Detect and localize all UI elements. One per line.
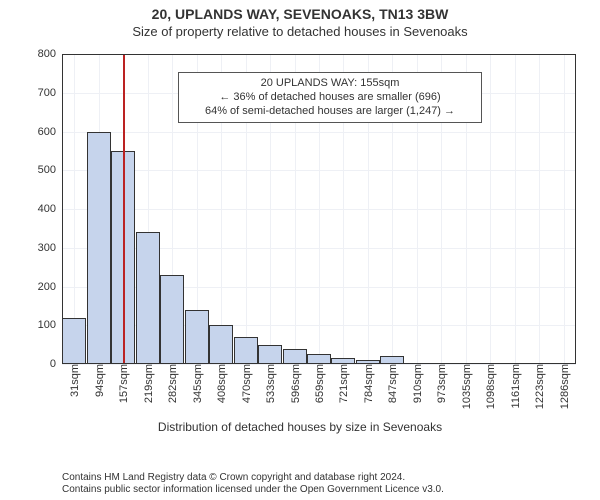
- x-tick-label: 1161sqm: [508, 364, 522, 408]
- y-tick-label: 300: [38, 242, 62, 254]
- annotation-line-1: 20 UPLANDS WAY: 155sqm: [187, 77, 473, 91]
- histogram-bar: [234, 337, 258, 364]
- attribution-text: Contains HM Land Registry data © Crown c…: [62, 472, 590, 496]
- x-tick-label: 973sqm: [434, 364, 448, 403]
- x-tick-label: 1286sqm: [557, 364, 571, 409]
- x-tick-label: 847sqm: [385, 364, 399, 403]
- x-tick-label: 1223sqm: [532, 364, 546, 409]
- y-tick-label: 500: [38, 164, 62, 176]
- x-tick-label: 1035sqm: [459, 364, 473, 409]
- histogram-bar: [258, 345, 282, 364]
- x-tick-label: 1098sqm: [483, 364, 497, 409]
- histogram-bar: [380, 356, 404, 364]
- gridline-v: [564, 54, 565, 364]
- y-tick-label: 0: [50, 358, 62, 370]
- chart-title: 20, UPLANDS WAY, SEVENOAKS, TN13 3BW: [0, 0, 600, 22]
- x-tick-label: 408sqm: [214, 364, 228, 403]
- attribution-line-2: Contains public sector information licen…: [62, 484, 590, 496]
- histogram-bar: [62, 318, 86, 365]
- y-tick-label: 400: [38, 203, 62, 215]
- x-axis-label: Distribution of detached houses by size …: [0, 420, 600, 434]
- y-tick-label: 200: [38, 281, 62, 293]
- gridline-v: [515, 54, 516, 364]
- histogram-bar: [136, 232, 160, 364]
- chart-subtitle: Size of property relative to detached ho…: [0, 22, 600, 39]
- x-tick-label: 282sqm: [165, 364, 179, 403]
- annotation-line-3: 64% of semi-detached houses are larger (…: [187, 105, 473, 119]
- x-tick-label: 470sqm: [239, 364, 253, 403]
- y-tick-label: 100: [38, 319, 62, 331]
- y-tick-label: 600: [38, 126, 62, 138]
- x-tick-label: 345sqm: [190, 364, 204, 403]
- chart-area: Number of detached properties 0100200300…: [0, 46, 600, 456]
- gridline-v: [490, 54, 491, 364]
- x-tick-label: 784sqm: [361, 364, 375, 403]
- y-tick-label: 800: [38, 48, 62, 60]
- histogram-bar: [209, 325, 233, 364]
- gridline-v: [539, 54, 540, 364]
- x-tick-label: 721sqm: [336, 364, 350, 403]
- histogram-bar: [160, 275, 184, 364]
- x-tick-label: 94sqm: [92, 364, 106, 397]
- x-tick-label: 157sqm: [116, 364, 130, 403]
- annotation-box: 20 UPLANDS WAY: 155sqm← 36% of detached …: [178, 72, 482, 123]
- x-tick-label: 533sqm: [263, 364, 277, 403]
- histogram-bar: [185, 310, 209, 364]
- x-tick-label: 659sqm: [312, 364, 326, 403]
- histogram-bar: [283, 349, 307, 365]
- annotation-line-2: ← 36% of detached houses are smaller (69…: [187, 91, 473, 105]
- chart-container: 20, UPLANDS WAY, SEVENOAKS, TN13 3BW Siz…: [0, 0, 600, 500]
- x-tick-label: 31sqm: [67, 364, 81, 397]
- x-tick-label: 219sqm: [141, 364, 155, 403]
- property-marker-line: [123, 54, 125, 364]
- attribution-line-1: Contains HM Land Registry data © Crown c…: [62, 472, 590, 484]
- histogram-bar: [87, 132, 111, 365]
- x-tick-label: 910sqm: [410, 364, 424, 403]
- plot-area: 010020030040050060070080031sqm94sqm157sq…: [62, 54, 576, 364]
- histogram-bar: [307, 354, 331, 364]
- y-tick-label: 700: [38, 87, 62, 99]
- x-tick-label: 596sqm: [288, 364, 302, 403]
